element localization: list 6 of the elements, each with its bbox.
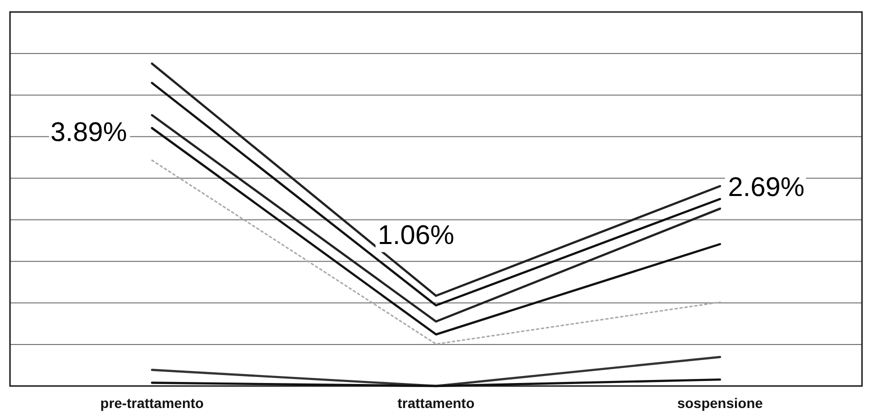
x-tick-label: trattamento: [397, 395, 475, 411]
annotation: 3.89%: [50, 116, 127, 147]
annotation: 2.69%: [728, 172, 805, 202]
x-tick-label: pre-trattamento: [100, 395, 204, 411]
x-tick-label: sospensione: [677, 395, 763, 411]
annotation: 1.06%: [378, 220, 454, 250]
